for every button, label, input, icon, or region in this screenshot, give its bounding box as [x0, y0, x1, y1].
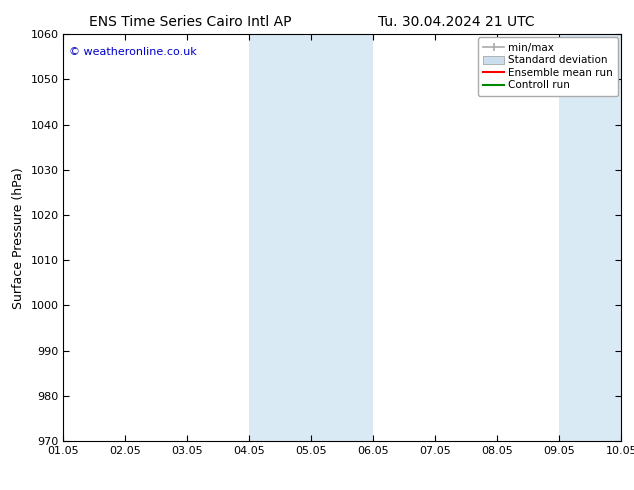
- Bar: [559, 34, 634, 441]
- Legend: min/max, Standard deviation, Ensemble mean run, Controll run: min/max, Standard deviation, Ensemble me…: [478, 37, 618, 96]
- Bar: [249, 34, 373, 441]
- Text: ENS Time Series Cairo Intl AP: ENS Time Series Cairo Intl AP: [89, 15, 292, 29]
- Y-axis label: Surface Pressure (hPa): Surface Pressure (hPa): [12, 167, 25, 309]
- Text: Tu. 30.04.2024 21 UTC: Tu. 30.04.2024 21 UTC: [378, 15, 535, 29]
- Text: © weatheronline.co.uk: © weatheronline.co.uk: [69, 47, 197, 56]
